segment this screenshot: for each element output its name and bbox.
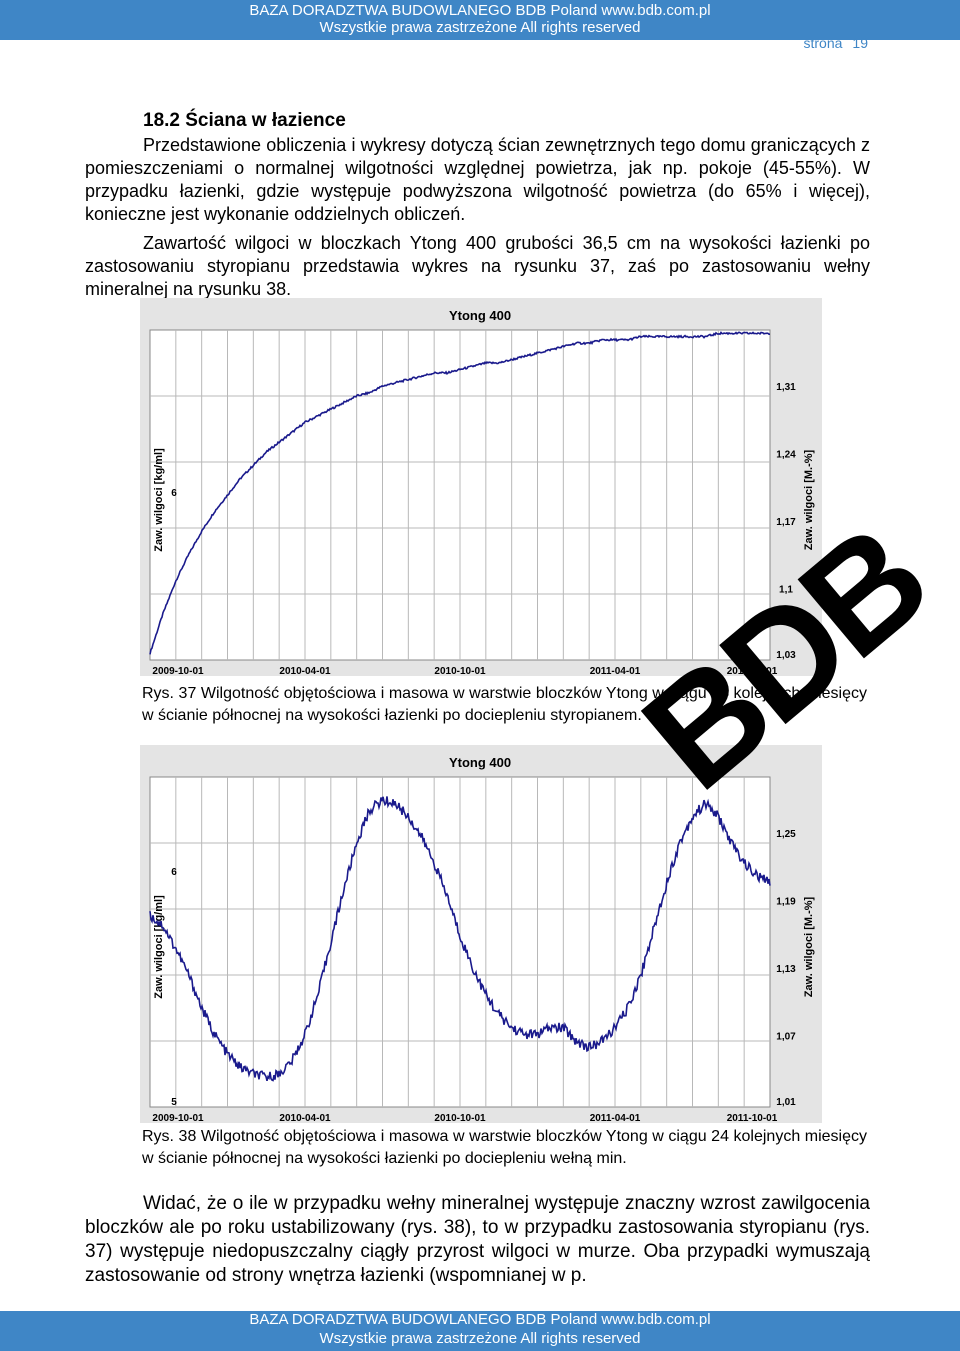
x-tick-label: 2010-04-01 (279, 1113, 331, 1123)
paragraph-3: Widać, że o ile w przypadku wełny minera… (85, 1193, 870, 1286)
chart-ytong-styropian: Ytong 400 2009-10-01 2010-04-01 2010-10-01 2… (140, 298, 822, 676)
y2-tick-label: 1,31 (776, 382, 796, 393)
y2-tick-label: 1,13 (776, 964, 796, 975)
y2-axis-label: Zaw. wilgoci [M.-%] (803, 449, 815, 550)
paragraph-1: Przedstawione obliczenia i wykresy dotyc… (85, 135, 870, 224)
y-tick-label: 6 (171, 488, 177, 499)
page-number-value: 19 (852, 35, 868, 51)
chart-ytong-welna: Ytong 400 2009-10-01 2010-04-01 2010-10-01 2… (140, 745, 822, 1123)
y2-tick-label: 1,25 (776, 829, 796, 840)
y2-tick-label: 1,1 (779, 585, 793, 596)
y2-tick-label: 1,03 (776, 650, 796, 661)
x-tick-label: 2011-04-01 (590, 1113, 641, 1123)
series-line (149, 331, 770, 655)
header-line-1: BAZA DORADZTWA BUDOWLANEGO BDB Poland ww… (249, 2, 711, 19)
x-tick-label: 2010-10-01 (434, 1113, 486, 1123)
x-tick-label: 2009-10-01 (152, 1113, 204, 1123)
paragraph-2: Zawartość wilgoci w bloczkach Ytong 400 … (85, 233, 870, 299)
page-number: strona 19 (794, 35, 869, 51)
x-tick-label: 2010-10-01 (434, 666, 486, 676)
page-number-label: strona (803, 35, 843, 51)
footer-band (0, 1311, 960, 1351)
footer-line-1: BAZA DORADZTWA BUDOWLANEGO BDB Poland ww… (249, 1311, 711, 1328)
section-heading: 18.2 Ściana w łazience (143, 110, 346, 131)
footer-line-2: Wszystkie prawa zastrzeżone All rights r… (319, 1330, 641, 1347)
y-axis-label: Zaw. wilgoci [kg/ml] (153, 895, 165, 999)
y-tick-label: 6 (171, 867, 177, 878)
y2-tick-label: 1,01 (776, 1097, 796, 1108)
chart-title: Ytong 400 (449, 755, 511, 770)
y2-tick-label: 1,17 (776, 517, 796, 528)
header-band (0, 0, 960, 40)
y2-tick-label: 1,07 (776, 1032, 796, 1043)
x-tick-label: 2011-04-01 (590, 666, 641, 676)
y2-axis-label: Zaw. wilgoci [M.-%] (803, 896, 815, 997)
chart-2-svg: Ytong 400 2009-10-01 2010-04-01 2010-10-01 2… (149, 755, 815, 1123)
page-header: BAZA DORADZTWA BUDOWLANEGO BDB Poland ww… (0, 0, 960, 48)
figure-caption-37: Rys. 37 Wilgotność objętościowa i masowa… (142, 685, 867, 724)
chart-1-svg: Ytong 400 2009-10-01 2010-04-01 2010-10-01 2… (149, 308, 815, 676)
series-line (149, 796, 771, 1082)
y2-tick-label: 1,24 (776, 450, 796, 461)
figure-caption-38: Rys. 38 Wilgotność objętościowa i masowa… (142, 1128, 867, 1167)
x-tick-label: 2011-10-01 (727, 1113, 778, 1123)
x-tick-label: 2011-10-01 (727, 666, 778, 676)
header-line-2: Wszystkie prawa zastrzeżone All rights r… (319, 19, 641, 36)
y-tick-label: 5 (171, 1097, 177, 1108)
x-tick-label: 2009-10-01 (152, 666, 204, 676)
chart-title: Ytong 400 (449, 308, 511, 323)
y2-tick-label: 1,19 (776, 897, 796, 908)
y-axis-label: Zaw. wilgoci [kg/ml] (153, 448, 165, 552)
x-tick-label: 2010-04-01 (279, 666, 331, 676)
page-footer: BAZA DORADZTWA BUDOWLANEGO BDB Poland ww… (0, 1311, 960, 1351)
